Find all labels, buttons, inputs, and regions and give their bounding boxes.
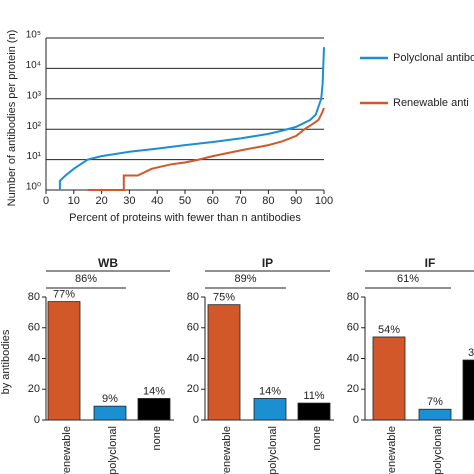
bar [207,304,241,421]
bar [418,408,452,421]
y-tick-label: 60 [187,322,199,334]
bar [93,405,127,421]
y-tick-label: 10³ [27,90,42,101]
legend-label: Renewable anti [393,97,469,109]
value-label: 54% [378,324,400,336]
bar [297,402,331,421]
y-tick-label: 10² [27,121,42,132]
x-tick-label: 20 [95,195,107,207]
series-line [87,107,325,191]
x-tick-label: 100 [315,195,333,207]
x-tick-label: polyclonal [432,426,444,474]
y-axis-label: Number of antibodies per protein (n) [6,30,18,207]
x-tick-label: polyclonal [267,426,279,474]
chart-title: IF [425,256,436,270]
x-tick-label: renewable [61,426,73,474]
bracket-label: 89% [234,273,256,285]
x-axis-label: Percent of proteins with fewer than n an… [69,212,301,224]
x-tick-label: 80 [262,195,274,207]
series-line [58,47,325,190]
value-label: 9% [102,393,118,405]
value-label: 77% [53,289,75,301]
x-tick-label: 30 [123,195,135,207]
x-tick-label: 50 [179,195,191,207]
y-tick-label: 10⁵ [26,30,41,41]
y-tick-label: 10¹ [27,151,42,162]
y-tick-label: 0 [353,414,359,426]
x-tick-label: none [311,426,323,450]
bar [372,336,406,421]
value-label: 11% [303,390,324,402]
value-label: 7% [427,396,443,408]
bar [462,359,474,421]
x-tick-label: renewable [386,426,398,474]
y-tick-label: 40 [347,352,359,364]
y-tick-label: 10⁰ [26,182,41,193]
bracket-label: 61% [397,273,419,285]
x-tick-label: renewable [221,426,233,474]
y-tick-label: 0 [34,414,40,426]
x-tick-label: 90 [290,195,302,207]
y-tick-label: 60 [28,322,40,334]
bracket-label: 86% [75,273,97,285]
y-tick-label: 80 [187,291,199,303]
x-tick-label: 40 [151,195,163,207]
x-tick-label: 70 [234,195,246,207]
chart-title: WB [98,256,118,270]
value-label: 39% [468,347,474,359]
y-tick-label: 80 [28,291,40,303]
y-tick-label: 10⁴ [26,60,41,71]
x-tick-label: 60 [207,195,219,207]
bar [137,398,171,421]
y-tick-label: 20 [28,383,40,395]
y-tick-label: 20 [347,383,359,395]
chart-title: IP [262,256,273,270]
value-label: 75% [213,292,235,304]
y-tick-label: 0 [193,414,199,426]
x-tick-label: 10 [68,195,80,207]
legend-label: Polyclonal antibo [393,52,474,64]
bar [47,301,81,421]
y-tick-label: 40 [28,352,40,364]
x-tick-label: 0 [43,195,49,207]
value-label: 14% [259,385,281,397]
bar [253,398,287,421]
x-tick-label: polyclonal [107,426,119,474]
y-tick-label: 20 [187,383,199,395]
y-axis-label: by antibodies [0,329,12,394]
y-tick-label: 60 [347,322,359,334]
y-tick-label: 40 [187,352,199,364]
x-tick-label: none [151,426,163,450]
value-label: 14% [143,385,165,397]
y-tick-label: 80 [347,291,359,303]
